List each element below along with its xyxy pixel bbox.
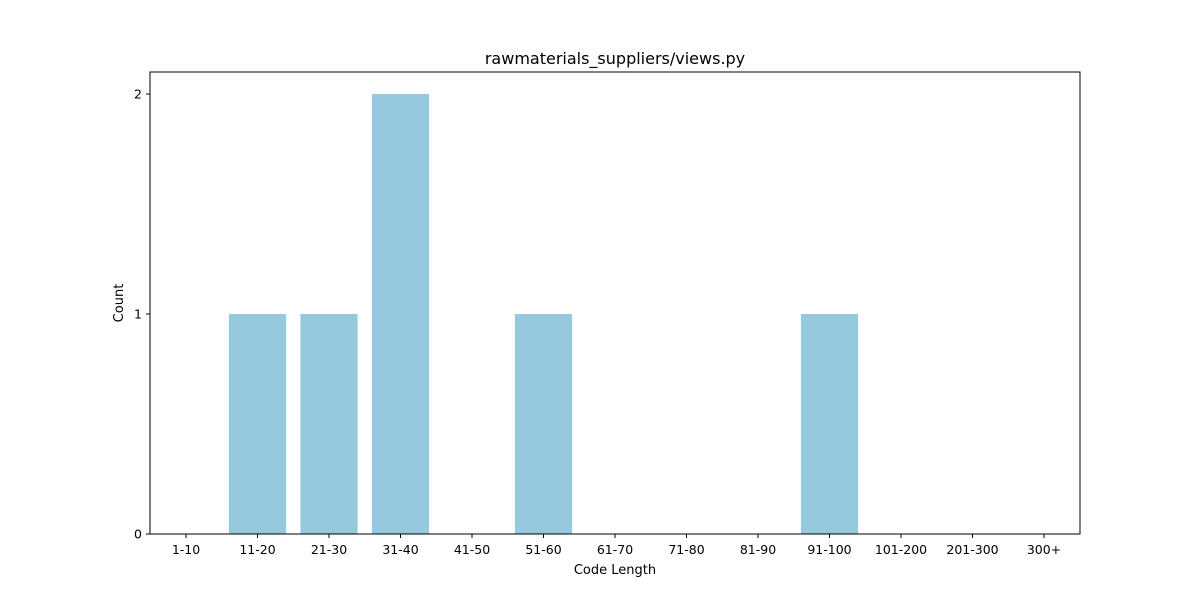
y-tick-label: 1 xyxy=(134,307,142,322)
x-tick-label: 300+ xyxy=(1027,542,1061,557)
y-axis-label: Count xyxy=(112,284,127,323)
x-tick-label: 201-300 xyxy=(946,542,998,557)
x-tick-label: 1-10 xyxy=(172,542,200,557)
y-tick-label: 2 xyxy=(134,87,142,102)
x-tick-label: 61-70 xyxy=(597,542,633,557)
y-tick-label: 0 xyxy=(134,527,142,542)
bars-group xyxy=(228,94,859,534)
x-tick-label: 101-200 xyxy=(875,542,927,557)
bar-51-60 xyxy=(514,314,573,534)
x-tick-label: 11-20 xyxy=(239,542,275,557)
y-axis-ticks: 0 1 2 xyxy=(134,87,150,542)
bar-31-40 xyxy=(371,94,430,534)
bar-11-20 xyxy=(228,314,287,534)
x-tick-label: 41-50 xyxy=(454,542,490,557)
x-tick-label: 51-60 xyxy=(525,542,561,557)
bar-21-30 xyxy=(300,314,358,534)
x-axis-label: Code Length xyxy=(574,563,656,578)
x-axis-ticks: 1-10 11-20 21-30 31-40 41-50 51-60 61-70 71-80 8… xyxy=(172,534,1061,557)
plot-frame xyxy=(149,71,1081,535)
x-tick-label: 31-40 xyxy=(382,542,418,557)
chart-title: rawmaterials_suppliers/views.py xyxy=(485,49,745,69)
x-tick-label: 21-30 xyxy=(311,542,347,557)
bar-91-100 xyxy=(800,314,859,534)
x-tick-label: 71-80 xyxy=(668,542,704,557)
x-tick-label: 81-90 xyxy=(740,542,776,557)
x-tick-label: 91-100 xyxy=(807,542,851,557)
